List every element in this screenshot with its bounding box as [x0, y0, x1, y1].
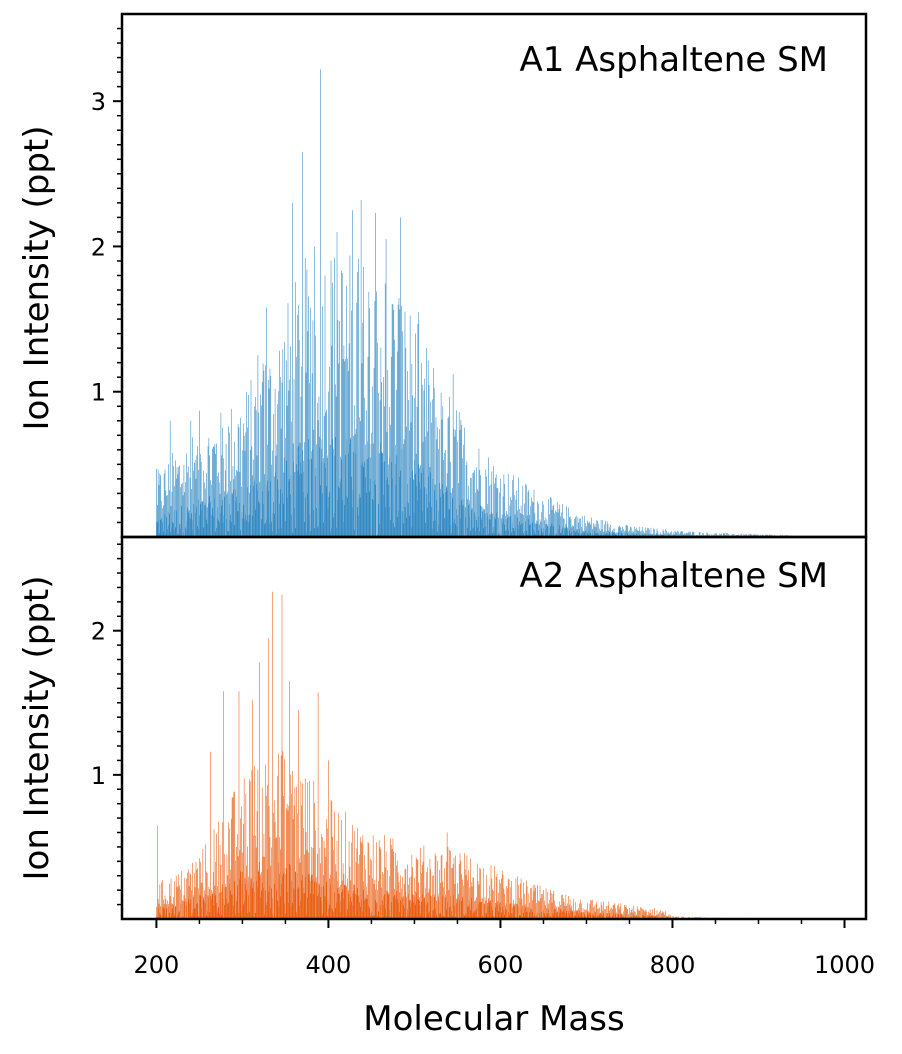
x-axis-label: Molecular Mass [363, 999, 624, 1039]
a2-y-tick-label: 1 [91, 762, 106, 790]
x-tick-label: 800 [650, 951, 696, 979]
x-tick-label: 1000 [814, 951, 875, 979]
a2-title: A2 Asphaltene SM [519, 556, 828, 596]
a1-title: A1 Asphaltene SM [519, 40, 828, 80]
a1-y-axis: 1 2 3 [91, 27, 122, 524]
x-tick-label: 400 [306, 951, 352, 979]
a1-plot-frame [120, 12, 868, 539]
a2-y-tick-label: 2 [91, 618, 106, 646]
a2-y-axis: 12 [91, 543, 122, 906]
a1-bars [156, 69, 832, 537]
a2-plot-frame [120, 535, 868, 921]
a1-y-tick-label: 1 [91, 379, 106, 407]
a1-y-tick-label: 2 [91, 233, 106, 261]
panel-a1: 1 2 3 A1 Asphaltene SM Ion Intensity (ppt) [17, 12, 868, 539]
a2-y-axis-label: Ion Intensity (ppt) [17, 575, 57, 880]
a1-y-tick-label: 3 [91, 88, 106, 116]
x-axis: 200 400 600 800 1000 [133, 919, 875, 979]
x-tick-label: 200 [133, 951, 179, 979]
a2-bars [156, 591, 789, 919]
panel-a2: 12 200 400 600 800 1000 A2 Asphaltene SM Ion… [17, 535, 875, 1039]
x-tick-label: 600 [478, 951, 524, 979]
a1-y-axis-label: Ion Intensity (ppt) [17, 125, 57, 430]
